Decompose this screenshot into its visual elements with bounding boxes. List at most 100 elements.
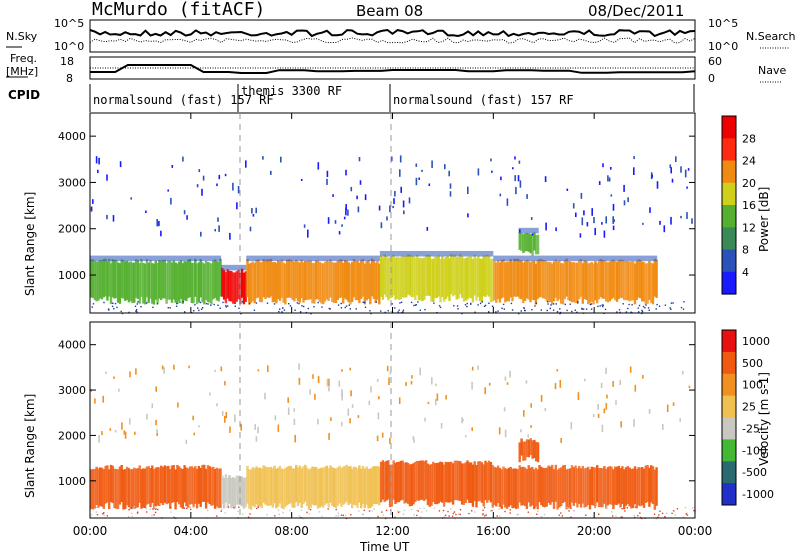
noise-left-tick-top: 10^5 — [54, 17, 84, 30]
clutter-dot — [450, 508, 452, 510]
clutter-dot — [658, 305, 661, 307]
echo-cell — [520, 232, 523, 251]
echo-cell — [534, 467, 538, 507]
echo-cell — [140, 469, 143, 509]
echo-cell — [351, 262, 354, 303]
echo-cell — [441, 255, 444, 298]
echo-cell — [423, 461, 426, 501]
echo-cell — [639, 467, 642, 507]
clutter-dot — [639, 512, 641, 514]
clutter-dot — [345, 305, 348, 307]
echo-cell — [235, 271, 238, 302]
echo-cell — [188, 259, 192, 298]
echo-speckle — [156, 432, 158, 436]
echo-cell — [251, 467, 255, 506]
echo-cell — [320, 467, 323, 507]
clutter-dot — [534, 506, 536, 508]
echo-speckle — [225, 412, 228, 419]
echo-cell — [273, 262, 276, 302]
echo-cell — [572, 262, 575, 303]
echo-cell — [100, 467, 104, 507]
echo-cell — [518, 465, 521, 503]
echo-cell — [516, 258, 520, 297]
freq-label-2: [MHz] — [6, 65, 38, 78]
echo-speckle — [326, 378, 329, 387]
echo-speckle — [570, 422, 573, 430]
echo-cell — [190, 262, 193, 304]
clutter-dot — [457, 308, 459, 310]
clutter-dot — [425, 510, 428, 512]
echo-cell — [347, 262, 350, 303]
echo-cell — [230, 271, 233, 302]
echo-cell — [167, 465, 170, 504]
clutter-dot — [361, 513, 364, 516]
echo-cell — [460, 463, 464, 505]
clutter-dot — [107, 308, 110, 310]
echo-cell — [305, 467, 309, 507]
colorbar-tick-label: 4 — [742, 266, 749, 279]
echo-cell — [97, 261, 100, 301]
echo-cell — [231, 272, 235, 304]
clutter-dot — [169, 307, 171, 309]
echo-cell — [296, 261, 300, 302]
echo-speckle — [649, 207, 651, 213]
echo-speckle — [182, 156, 184, 162]
clutter-dot — [337, 304, 340, 306]
echo-cell — [206, 262, 210, 302]
echo-speckle — [577, 392, 580, 401]
echo-cell — [540, 259, 543, 298]
clutter-dot — [349, 308, 351, 310]
echo-cell — [178, 261, 181, 302]
clutter-dot — [571, 310, 573, 313]
echo-cell — [109, 263, 113, 305]
echo-cell — [608, 261, 611, 302]
clutter-dot — [552, 309, 555, 311]
echo-cell — [142, 468, 145, 508]
echo-cell — [529, 234, 532, 254]
echo-cell — [632, 468, 635, 509]
echo-cell — [397, 257, 401, 300]
echo-cell — [587, 263, 590, 305]
echo-cell — [529, 262, 532, 303]
echo-cell — [473, 254, 476, 296]
echo-cell — [448, 462, 451, 503]
echo-speckle — [330, 417, 332, 421]
echo-cell — [108, 469, 111, 510]
echo-cell — [617, 465, 620, 504]
echo-speckle — [218, 174, 221, 180]
echo-speckle — [102, 395, 104, 403]
echo-cell — [228, 270, 231, 302]
echo-speckle — [586, 222, 589, 227]
echo-cell — [331, 467, 334, 506]
clutter-dot — [234, 305, 236, 307]
echo-speckle — [98, 435, 100, 443]
echo-cell — [322, 263, 325, 305]
echo-cell — [390, 256, 394, 298]
echo-cell — [405, 462, 408, 503]
echo-speckle — [358, 157, 361, 162]
echo-cell — [291, 260, 294, 300]
echo-cell — [399, 257, 403, 300]
echo-cell — [520, 467, 523, 506]
echo-cell — [489, 462, 493, 503]
echo-cell — [133, 467, 136, 507]
echo-cell — [500, 259, 503, 299]
echo-speckle — [672, 402, 675, 406]
echo-speckle — [98, 157, 100, 165]
echo-cell — [222, 477, 226, 509]
echo-cell — [527, 260, 530, 300]
clutter-dot — [416, 514, 418, 517]
echo-speckle — [484, 387, 486, 395]
echo-cell — [507, 467, 511, 507]
echo-cell — [533, 232, 536, 251]
echo-cell — [115, 469, 118, 509]
clutter-dot — [247, 516, 250, 518]
clutter-dot — [303, 305, 305, 308]
echo-cell — [412, 463, 415, 505]
clutter-dot — [658, 514, 660, 516]
clutter-dot — [670, 308, 672, 310]
clutter-dot — [399, 302, 401, 304]
echo-cell — [374, 262, 377, 303]
echo-cell — [192, 467, 195, 507]
echo-speckle — [530, 425, 532, 428]
